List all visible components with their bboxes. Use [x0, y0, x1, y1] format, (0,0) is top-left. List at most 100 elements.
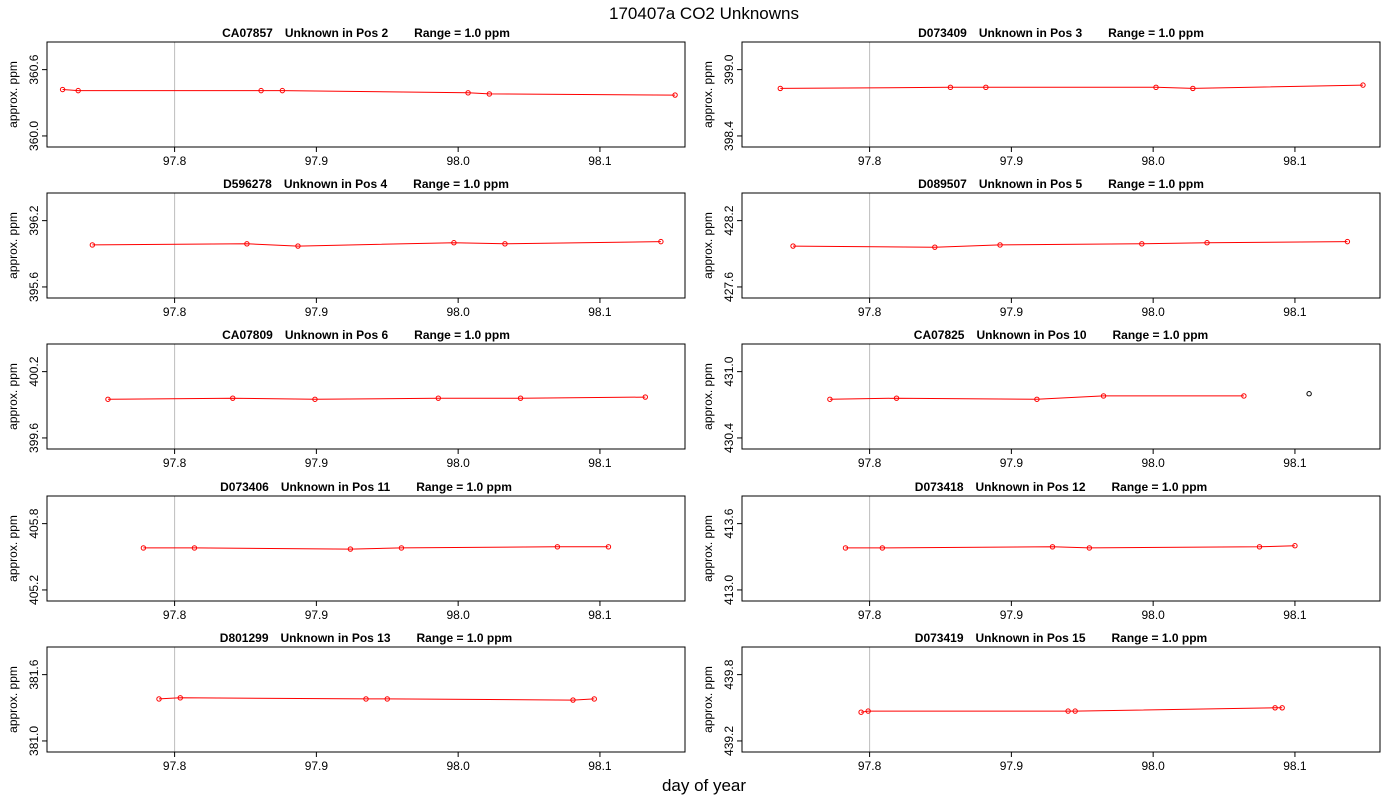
y-tick-label: 427.6	[722, 272, 736, 302]
y-tick-label: 400.2	[27, 356, 41, 386]
x-tick-label: 97.8	[858, 608, 882, 622]
series-line	[92, 241, 661, 247]
panel-title-part: Range = 1.0 ppm	[416, 480, 512, 494]
panel-title-part: Range = 1.0 ppm	[1112, 631, 1208, 645]
data-point	[893, 395, 900, 401]
x-tick-label: 98.0	[446, 305, 470, 319]
x-tick-label: 97.9	[1000, 608, 1024, 622]
panel-title: D073406 Unknown in Pos 11 Range = 1.0 ppm	[220, 480, 512, 494]
panel-title: D073409 Unknown in Pos 3 Range = 1.0 ppm	[918, 26, 1204, 40]
data-point	[384, 696, 390, 702]
panel-title-part: Unknown in Pos 3	[979, 26, 1083, 40]
panel-title-part: D073419	[915, 631, 964, 645]
data-point	[1344, 238, 1351, 245]
panel-title-part: D801299	[220, 631, 269, 645]
y-axis-label: approx. ppm	[701, 212, 715, 279]
plot-frame	[46, 343, 686, 450]
data-point	[1256, 544, 1263, 550]
series-line	[861, 707, 1283, 713]
y-axis-label: approx. ppm	[6, 363, 20, 430]
panel-title-part: Range = 1.0 ppm	[414, 26, 510, 40]
x-tick-label: 98.0	[1141, 759, 1165, 773]
x-tick-label: 97.9	[305, 759, 329, 773]
plot-frame	[741, 192, 1381, 299]
panel-title: D089507 Unknown in Pos 5 Range = 1.0 ppm	[918, 177, 1204, 191]
panel-title-part: CA07857	[222, 26, 273, 40]
panel-title-part: D073406	[220, 480, 269, 494]
panel-title: CA07857 Unknown in Pos 2 Range = 1.0 ppm	[222, 26, 510, 40]
data-point	[1100, 393, 1107, 399]
series-line	[845, 545, 1295, 549]
data-point	[451, 240, 457, 246]
plot-frame	[741, 646, 1381, 753]
data-point	[465, 90, 471, 96]
panel-title: CA07809 Unknown in Pos 6 Range = 1.0 ppm	[222, 328, 510, 342]
panel-title-part: D073418	[915, 480, 964, 494]
data-point	[1049, 544, 1056, 550]
plot-frame	[741, 343, 1381, 450]
panel-4: D089507 Unknown in Pos 5 Range = 1.0 ppm ap…	[701, 177, 1381, 319]
x-tick-label: 98.0	[1141, 608, 1165, 622]
data-point	[347, 546, 354, 552]
data-point	[1204, 240, 1210, 246]
data-point	[1190, 85, 1196, 92]
data-point	[591, 696, 597, 702]
data-point	[1139, 241, 1145, 247]
plot-frame	[46, 41, 686, 148]
x-tick-label: 97.8	[858, 154, 882, 168]
panel-6: CA07825 Unknown in Pos 10 Range = 1.0 ppm a…	[701, 328, 1381, 470]
y-axis-label: approx. ppm	[701, 515, 715, 582]
data-point	[279, 87, 286, 94]
data-point	[435, 395, 442, 401]
data-point	[642, 394, 649, 400]
data-point	[89, 242, 96, 248]
data-point	[1279, 705, 1285, 711]
x-tick-label: 97.9	[1000, 759, 1024, 773]
x-tick-label: 98.1	[1283, 305, 1307, 319]
y-tick-label: 428.2	[722, 205, 736, 235]
plot-frame	[46, 646, 686, 753]
y-tick-label: 360.0	[27, 121, 41, 151]
data-point	[1272, 705, 1278, 711]
y-tick-label: 430.4	[722, 423, 736, 453]
x-tick-label: 98.1	[588, 305, 612, 319]
data-point	[858, 709, 864, 715]
x-tick-label: 97.9	[1000, 305, 1024, 319]
x-tick-label: 98.0	[1141, 456, 1165, 470]
y-axis-label: approx. ppm	[6, 515, 20, 582]
panel-title-part: CA07809	[222, 328, 273, 342]
data-point	[398, 545, 405, 551]
panel-title-part: CA07825	[914, 328, 965, 342]
plot-frame	[741, 495, 1381, 602]
panel-title-part: D596278	[223, 177, 272, 191]
y-axis-label: approx. ppm	[6, 61, 20, 128]
y-tick-label: 439.2	[722, 726, 736, 756]
data-point	[1153, 84, 1159, 91]
x-tick-label: 97.9	[305, 305, 329, 319]
panel-title: CA07825 Unknown in Pos 10 Range = 1.0 ppm	[914, 328, 1208, 342]
y-tick-label: 413.0	[722, 575, 736, 605]
panel-title: D073418 Unknown in Pos 12 Range = 1.0 ppm	[915, 480, 1207, 494]
data-point	[790, 243, 796, 249]
x-tick-label: 98.1	[1283, 608, 1307, 622]
y-tick-label: 431.0	[722, 356, 736, 386]
x-tick-label: 98.0	[446, 456, 470, 470]
x-tick-label: 98.0	[1141, 154, 1165, 168]
panel-title-part: Range = 1.0 ppm	[1113, 328, 1209, 342]
series-line	[792, 241, 1348, 248]
x-tick-label: 97.9	[1000, 456, 1024, 470]
x-tick-label: 97.9	[1000, 154, 1024, 168]
panel-title: D073419 Unknown in Pos 15 Range = 1.0 ppm	[915, 631, 1207, 645]
panel-title-part: Range = 1.0 ppm	[1108, 177, 1204, 191]
data-point	[997, 242, 1003, 248]
data-point	[605, 544, 612, 550]
x-tick-label: 98.0	[446, 608, 470, 622]
data-point	[554, 544, 561, 550]
data-point	[1065, 708, 1071, 714]
data-point	[502, 241, 508, 247]
x-tick-label: 97.9	[305, 456, 329, 470]
panel-5: CA07809 Unknown in Pos 6 Range = 1.0 ppm ap…	[6, 328, 686, 470]
main-title: 170407a CO2 Unknowns	[609, 4, 799, 23]
y-tick-label: 399.0	[722, 54, 736, 84]
